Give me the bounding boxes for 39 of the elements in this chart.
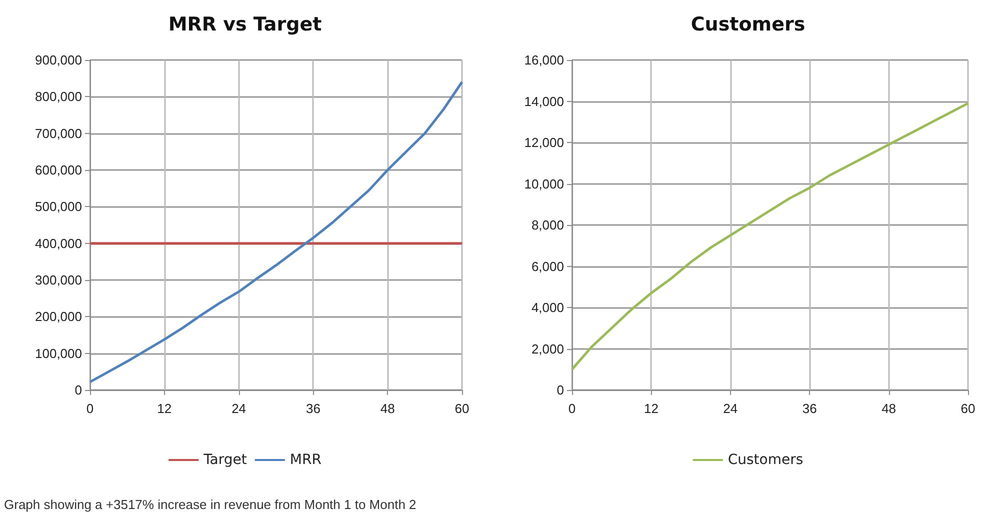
line-series xyxy=(88,80,464,384)
chart-title: Customers xyxy=(690,14,806,36)
y-tick-label: 600,000 xyxy=(35,162,82,178)
x-tick-label: 36 xyxy=(802,401,817,416)
y-tick-label: 0 xyxy=(74,382,82,398)
x-tick-label: 60 xyxy=(960,401,976,416)
y-tick-label: 16,000 xyxy=(524,52,564,68)
y-tick-label: 700,000 xyxy=(35,126,82,141)
y-tick-label: 100,000 xyxy=(35,346,82,361)
y-tick-label: 4,000 xyxy=(531,300,564,315)
legend-label: Target xyxy=(202,452,248,468)
x-tick-label: 0 xyxy=(568,401,576,416)
x-tick-label: 12 xyxy=(644,401,658,416)
x-tick-label: 48 xyxy=(380,401,395,416)
chart-title: MRR vs Target xyxy=(168,14,322,36)
y-tick-label: 2,000 xyxy=(531,341,564,356)
y-tick-label: 0 xyxy=(556,382,564,398)
y-tick-label: 300,000 xyxy=(35,272,82,288)
y-tick-label: 6,000 xyxy=(531,258,564,274)
legend-label: MRR xyxy=(290,452,322,468)
y-tick-label: 900,000 xyxy=(35,52,82,68)
x-tick-label: 12 xyxy=(157,401,172,416)
x-tick-label: 24 xyxy=(232,401,246,416)
y-tick-label: 500,000 xyxy=(35,199,82,214)
x-tick-label: 36 xyxy=(306,401,320,416)
y-tick-label: 8,000 xyxy=(531,218,564,232)
y-tick-label: 12,000 xyxy=(524,135,564,150)
x-tick-label: 48 xyxy=(882,401,896,416)
y-tick-label: 400,000 xyxy=(35,236,82,251)
x-tick-label: 24 xyxy=(723,401,738,416)
legend-label: Customers xyxy=(728,452,804,468)
x-tick-label: 0 xyxy=(86,401,94,416)
y-tick-label: 10,000 xyxy=(524,176,564,192)
y-tick-label: 14,000 xyxy=(524,94,564,109)
x-tick-label: 60 xyxy=(454,401,470,416)
line-series xyxy=(570,102,970,371)
y-tick-label: 200,000 xyxy=(35,309,82,324)
text: Graph showing a +3517% increase in revenue from Month 1 to Month 2 xyxy=(4,497,416,512)
y-tick-label: 800,000 xyxy=(35,89,82,104)
